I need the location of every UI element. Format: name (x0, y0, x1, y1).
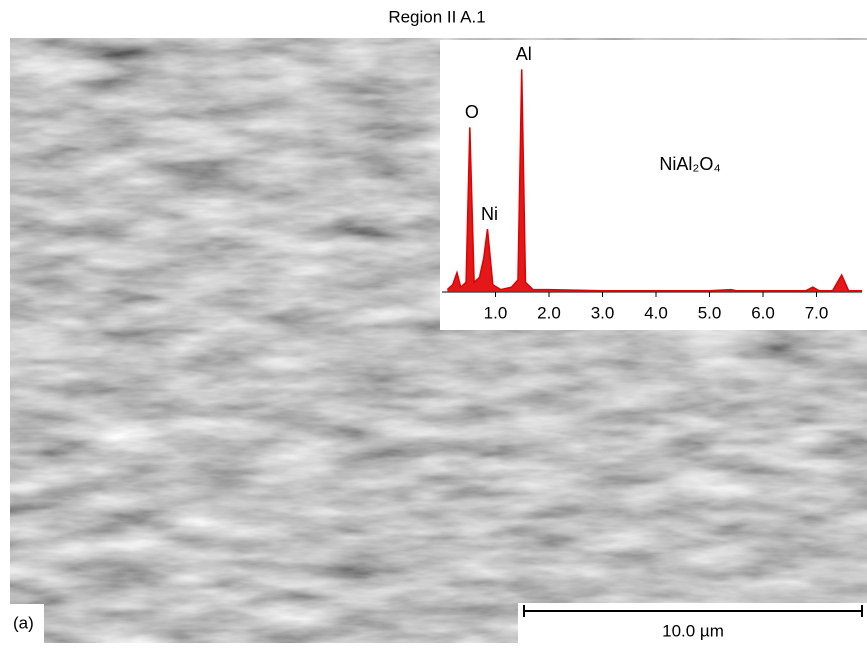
inset-background (440, 40, 867, 330)
scale-bar-label: 10.0 µm (662, 621, 724, 640)
x-tick-label: 6.0 (751, 303, 775, 322)
x-tick-label: 7.0 (805, 303, 829, 322)
peak-label: O (465, 102, 479, 122)
figure: Region II A.1 (a) 10.0 µm NiAl₂O₄ 1.0 2.0… (0, 0, 867, 643)
page: {"title": "Region II A.1", "panel_label"… (0, 0, 867, 643)
figure-title: Region II A.1 (388, 7, 485, 26)
peak-label: Al (516, 44, 532, 64)
x-tick-label: 5.0 (698, 303, 722, 322)
x-tick-label: 2.0 (537, 303, 561, 322)
compound-label: NiAl₂O₄ (659, 154, 720, 174)
x-tick-label: 4.0 (644, 303, 668, 322)
peak-label: Ni (481, 204, 498, 224)
x-tick-label: 1.0 (484, 303, 508, 322)
panel-label: (a) (13, 613, 34, 632)
x-tick-label: 3.0 (591, 303, 615, 322)
